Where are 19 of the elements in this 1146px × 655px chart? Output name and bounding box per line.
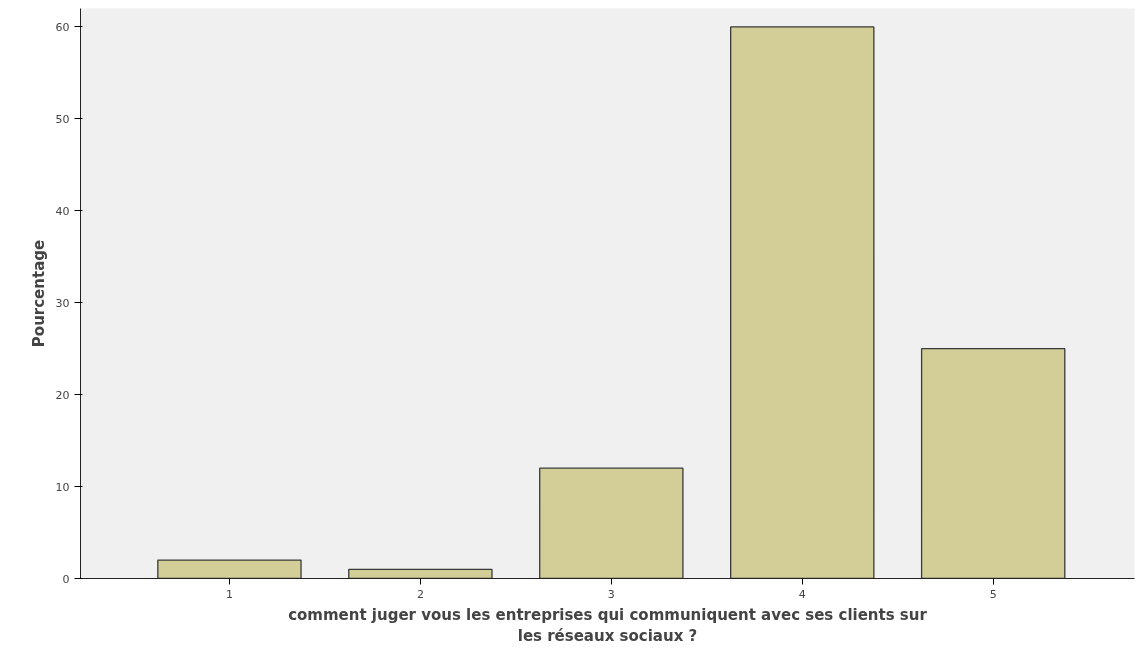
- y-tick-label: 0: [62, 572, 70, 586]
- y-tick-label: 50: [55, 112, 70, 126]
- x-tick-label: 2: [416, 587, 424, 601]
- y-tick-label: 60: [55, 20, 70, 34]
- x-tick-label: 3: [607, 587, 615, 601]
- x-axis-title: comment juger vous les entreprises qui communiquent avec ses clients sur les réseaux sociaux ?: [288, 605, 928, 646]
- x-tick-label: 5: [989, 587, 997, 601]
- bar: [730, 26, 875, 579]
- bar: [920, 348, 1066, 579]
- x-tick-label: 4: [798, 587, 806, 601]
- bar: [539, 467, 684, 579]
- bar: [348, 568, 493, 579]
- y-tick-label: 10: [55, 480, 70, 494]
- x-tick-label: 1: [225, 587, 233, 601]
- y-axis-title: Pourcentage: [29, 239, 48, 348]
- y-tick-label: 40: [55, 204, 70, 218]
- y-tick-label: 20: [55, 388, 70, 402]
- bar: [157, 559, 302, 579]
- y-tick-label: 30: [55, 296, 70, 310]
